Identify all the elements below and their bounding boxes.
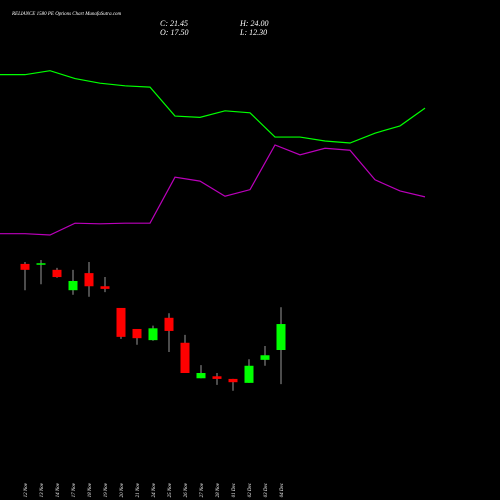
x-tick-label: 12 Nov	[24, 482, 29, 497]
x-tick-label: 01 Dec	[232, 482, 237, 497]
candle-body	[132, 328, 142, 339]
chart-title: RELIANCE 1580 PE Options Chart MunafaSut…	[11, 12, 122, 17]
x-tick-label: 27 Nov	[200, 482, 205, 497]
ohlc-label: C: 21.45	[160, 19, 188, 28]
x-tick-label: 28 Nov	[216, 482, 221, 497]
ohlc-label: O: 17.50	[160, 28, 188, 37]
candle-body	[276, 324, 286, 350]
candle-body	[116, 307, 126, 337]
x-tick-label: 25 Nov	[168, 482, 173, 497]
candle-body	[100, 286, 110, 289]
x-tick-label: 04 Dec	[280, 482, 285, 497]
candle-body	[52, 269, 62, 278]
x-tick-label: 17 Nov	[72, 482, 77, 497]
x-tick-label: 18 Nov	[88, 482, 93, 497]
x-tick-label: 19 Nov	[104, 482, 109, 497]
x-tick-label: 20 Nov	[120, 482, 125, 497]
x-tick-label: 21 Nov	[136, 482, 141, 497]
candle-body	[36, 263, 46, 265]
candle-body	[196, 373, 206, 379]
ohlc-label: H: 24.00	[239, 19, 268, 28]
x-tick-label: 14 Nov	[56, 482, 61, 497]
candle-body	[260, 355, 270, 360]
candle-body	[228, 378, 238, 383]
candle-body	[180, 342, 190, 373]
x-tick-label: 26 Nov	[184, 482, 189, 497]
candle-body	[212, 376, 222, 379]
candle-body	[84, 273, 94, 287]
x-tick-label: 13 Nov	[40, 482, 45, 497]
candle-body	[244, 365, 254, 383]
candle-body	[148, 328, 158, 341]
x-tick-label: 24 Nov	[152, 482, 157, 497]
candle-body	[164, 317, 174, 331]
x-tick-label: 03 Dec	[264, 482, 269, 497]
candle-body	[20, 263, 30, 270]
candle-body	[68, 281, 78, 291]
indicator-line	[0, 144, 426, 236]
indicator-line	[0, 70, 426, 144]
ohlc-label: L: 12.30	[239, 28, 267, 37]
x-tick-label: 02 Dec	[248, 482, 253, 497]
